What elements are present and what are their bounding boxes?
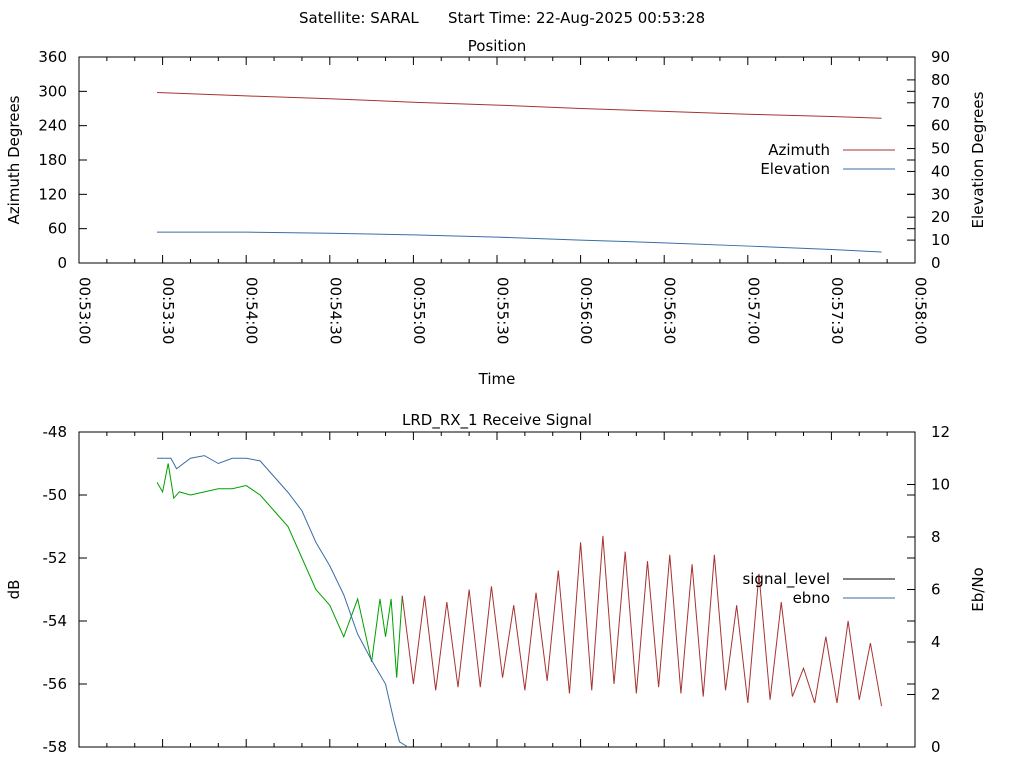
position-chart: Position 0 60 120 180 240 300 360 0 10 20 30 40 50 60 7… xyxy=(5,37,987,388)
x-tick-label: 00:55:30 xyxy=(494,277,512,344)
y-tick-label: 120 xyxy=(38,185,67,203)
y-tick-label: -54 xyxy=(43,612,68,630)
series-line-signal_level xyxy=(401,535,883,707)
x-tick-label: 00:57:30 xyxy=(828,277,846,344)
y2-tick-label: 0 xyxy=(931,738,941,756)
x-tick-label: 00:55:00 xyxy=(410,277,428,344)
y-tick-label: 180 xyxy=(38,151,67,169)
y2-tick-label: 6 xyxy=(931,581,941,599)
series-line-Elevation xyxy=(157,231,882,253)
legend-label: Azimuth xyxy=(768,141,830,159)
y-axis-label: Azimuth Degrees xyxy=(5,95,23,224)
y2-tick-label: 70 xyxy=(931,94,950,112)
start-time-label: Start Time: 22-Aug-2025 00:53:28 xyxy=(448,9,705,27)
x-tick-label: 00:58:00 xyxy=(912,277,930,344)
y2-axis-label: Elevation Degrees xyxy=(969,91,987,228)
y2-tick-label: 8 xyxy=(931,528,941,546)
y2-tick-label: 60 xyxy=(931,117,950,135)
y-tick-label: -50 xyxy=(43,486,68,504)
satellite-label: Satellite: SARAL xyxy=(299,9,419,27)
y2-tick-label: 50 xyxy=(931,140,950,158)
x-tick-label: 00:54:30 xyxy=(326,277,344,344)
series-line-signal_level xyxy=(156,463,403,678)
y2-tick-label: 90 xyxy=(931,48,950,66)
x-tick-label: 00:56:30 xyxy=(661,277,679,344)
series-line-ebno xyxy=(157,455,409,748)
y-tick-label: -48 xyxy=(43,423,68,441)
y-tick-label: 300 xyxy=(38,82,67,100)
legend-label: ebno xyxy=(793,589,830,607)
x-tick-label: 00:56:00 xyxy=(577,277,595,344)
y-tick-label: 0 xyxy=(57,254,67,272)
x-tick-label: 00:53:30 xyxy=(159,277,177,344)
y2-tick-label: 10 xyxy=(931,476,950,494)
chart-title: Position xyxy=(468,37,526,55)
x-tick-label: 00:57:00 xyxy=(744,277,762,344)
plot-frame xyxy=(78,431,916,748)
y2-tick-label: 40 xyxy=(931,162,950,180)
y2-axis-label: Eb/No xyxy=(969,567,987,611)
y-tick-label: 240 xyxy=(38,117,67,135)
y-tick-label: 360 xyxy=(38,48,67,66)
y-axis-label: dB xyxy=(5,580,23,600)
y2-tick-label: 12 xyxy=(931,423,950,441)
legend-label: signal_level xyxy=(742,570,830,589)
x-tick-label: 00:54:00 xyxy=(243,277,261,344)
y2-tick-label: 30 xyxy=(931,185,950,203)
y-tick-label: -52 xyxy=(43,549,68,567)
y2-tick-label: 10 xyxy=(931,231,950,249)
y2-tick-label: 0 xyxy=(931,254,941,272)
chart-title: LRD_RX_1 Receive Signal xyxy=(402,411,592,430)
y2-tick-label: 80 xyxy=(931,71,950,89)
y-tick-label: -56 xyxy=(43,675,68,693)
x-axis-label: Time xyxy=(478,370,516,388)
x-tick-label: 00:53:00 xyxy=(76,277,94,344)
y2-tick-label: 4 xyxy=(931,633,941,651)
y2-tick-label: 20 xyxy=(931,208,950,226)
series-line-Azimuth xyxy=(157,91,882,119)
y-tick-label: 60 xyxy=(48,220,67,238)
y2-tick-label: 2 xyxy=(931,686,941,704)
y-tick-label: -58 xyxy=(43,738,68,756)
receive-signal-chart: LRD_RX_1 Receive Signal -58 -56 -54 -52 -50 -4… xyxy=(5,411,987,756)
legend-label: Elevation xyxy=(760,160,830,178)
